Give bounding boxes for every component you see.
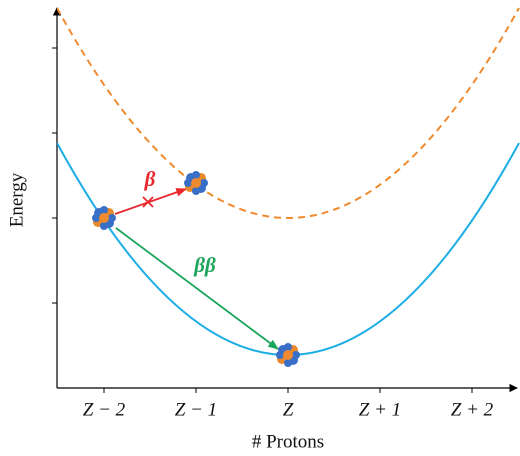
double-beta-label: ββ bbox=[193, 253, 216, 277]
even-curve bbox=[57, 142, 520, 356]
beta-arrow bbox=[114, 188, 188, 215]
x-tick-label: Z + 2 bbox=[451, 399, 494, 420]
x-tick-label: Z + 1 bbox=[359, 399, 401, 420]
nucleus bbox=[184, 171, 208, 195]
double-beta-arrow bbox=[115, 227, 279, 350]
x-ticks bbox=[103, 388, 473, 393]
nucleus bbox=[92, 206, 116, 230]
x-tick-label: Z − 2 bbox=[83, 399, 126, 420]
odd-curve bbox=[57, 7, 520, 219]
x-axis-label: # Protons bbox=[252, 431, 324, 452]
x-tick-label: Z bbox=[283, 399, 294, 420]
nucleus bbox=[276, 343, 300, 367]
y-axis-label: Energy bbox=[6, 172, 27, 227]
forbidden-mark bbox=[142, 196, 154, 208]
x-tick-label: Z − 1 bbox=[175, 399, 217, 420]
y-ticks bbox=[52, 47, 57, 304]
beta-label: β bbox=[144, 167, 156, 191]
